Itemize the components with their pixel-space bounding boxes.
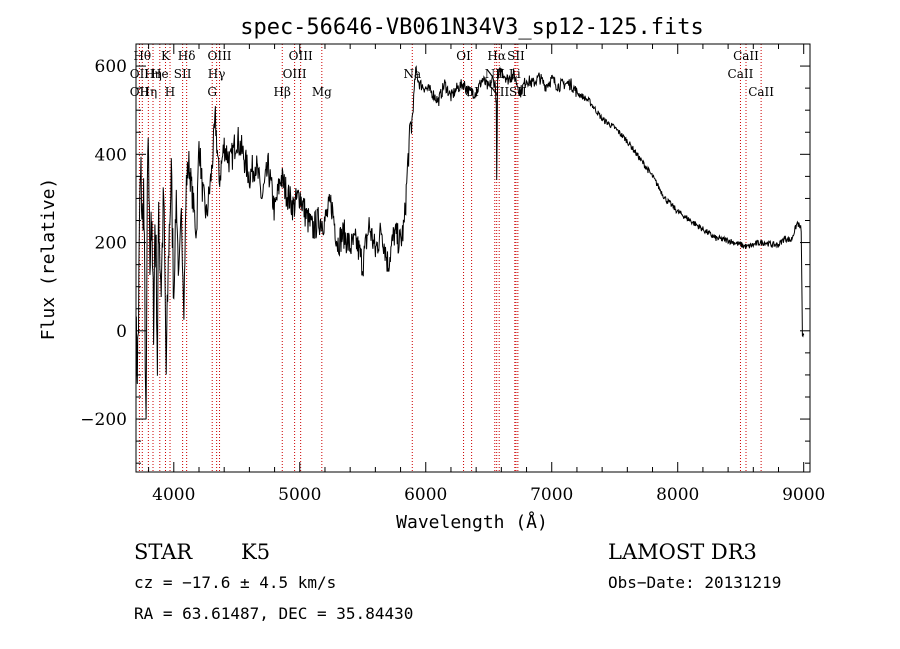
line-label-21: NII: [489, 85, 509, 99]
line-label-26: CaII: [733, 49, 759, 63]
line-label-28: CaII: [748, 85, 774, 99]
line-label-14: OIII: [283, 67, 307, 81]
y-tick-label-400: 400: [95, 145, 127, 165]
object-subclass: K5: [241, 540, 270, 564]
y-tick-label-600: 600: [95, 57, 127, 77]
line-label-27: CaII: [728, 67, 754, 81]
y-axis: −200 0 200 400 600: [80, 57, 810, 463]
line-label-10: G: [207, 85, 217, 99]
y-tick-label-200: 200: [95, 234, 127, 254]
chart-title: spec-56646-VB061N34V3_sp12-125.fits: [240, 15, 704, 40]
y-axis-label: Flux (relative): [38, 178, 59, 341]
x-tick-label-9000: 9000: [782, 485, 825, 505]
line-label-3: Hη: [140, 85, 158, 99]
line-label-11: Hγ: [208, 67, 226, 81]
line-label-12: OIII: [207, 49, 231, 63]
spectral-line-markers: [139, 44, 761, 472]
line-label-8: SII: [174, 67, 192, 81]
obs-date: Obs−Date: 20131219: [608, 573, 781, 592]
line-label-6: K: [161, 49, 171, 63]
x-tick-label-6000: 6000: [404, 485, 447, 505]
line-label-16: Mg: [312, 85, 332, 99]
spectrum-line: [136, 67, 804, 420]
y-tick-label-0: 0: [116, 322, 127, 342]
x-tick-label-5000: 5000: [278, 485, 321, 505]
x-tick-label-4000: 4000: [152, 485, 195, 505]
line-label-23: SII: [507, 49, 525, 63]
x-axis: 4000 5000 6000 7000 8000 9000: [149, 44, 826, 505]
line-label-5: He: [151, 67, 169, 81]
line-label-17: Na: [403, 67, 421, 81]
ra-dec-coords: RA = 63.61487, DEC = 35.84430: [134, 604, 413, 623]
line-label-15: OIII: [289, 49, 313, 63]
x-axis-label: Wavelength (Å): [396, 511, 548, 533]
line-label-7: H: [165, 85, 175, 99]
object-class: STAR: [134, 540, 192, 564]
line-label-9: Hδ: [178, 49, 196, 63]
x-tick-label-8000: 8000: [656, 485, 699, 505]
line-label-22: Hα: [487, 49, 506, 63]
redshift-cz: cz = −17.6 ± 4.5 km/s: [134, 573, 336, 592]
y-tick-label--200: −200: [80, 410, 127, 430]
line-label-18: OI: [456, 49, 471, 63]
survey-name: LAMOST DR3: [608, 540, 757, 564]
plot-frame: [136, 44, 810, 472]
line-label-13: Hβ: [274, 85, 291, 99]
x-tick-label-7000: 7000: [530, 485, 573, 505]
